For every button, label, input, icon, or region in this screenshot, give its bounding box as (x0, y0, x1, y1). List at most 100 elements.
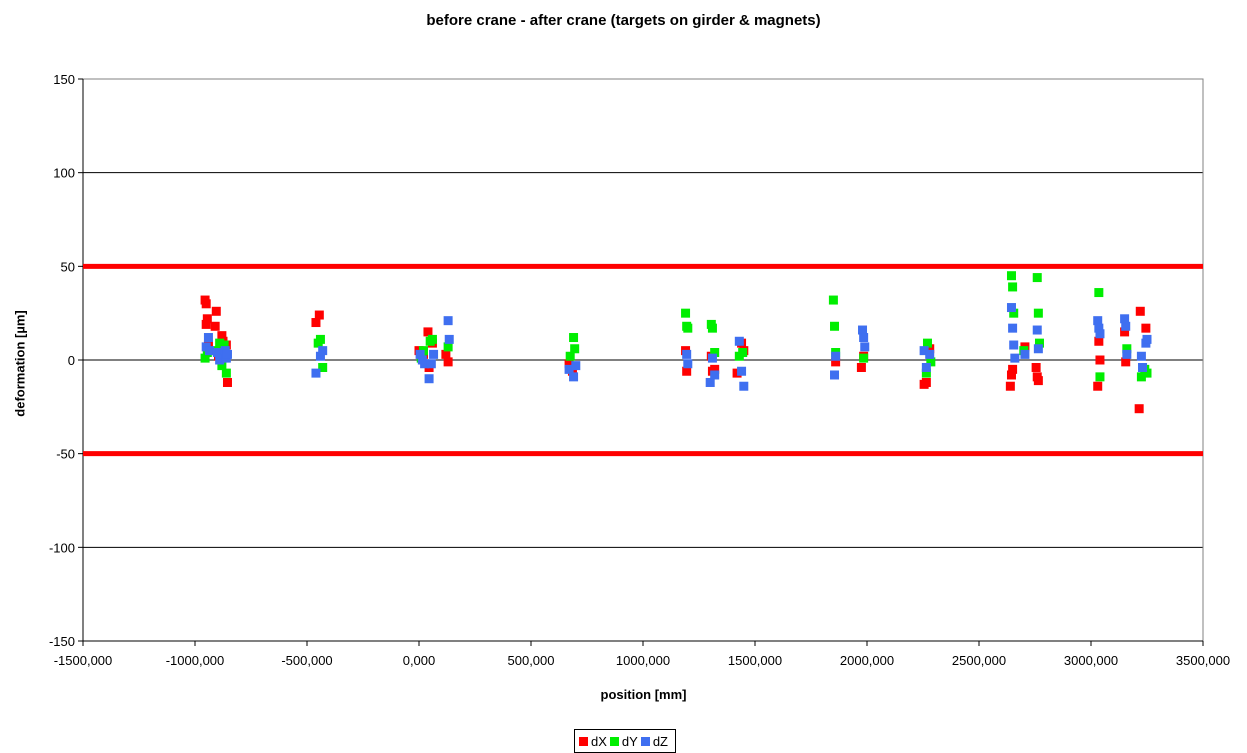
data-point-dz (569, 372, 579, 382)
data-point-dx (1135, 306, 1145, 316)
data-point-dz (859, 333, 869, 343)
data-point-dx (210, 321, 220, 331)
data-point-dy (828, 295, 838, 305)
data-point-dz (831, 351, 841, 361)
data-point-dx (1094, 336, 1104, 346)
data-point-dz (734, 336, 744, 346)
data-point-dz (222, 349, 232, 359)
data-point-dy (926, 357, 936, 367)
data-point-dx (311, 318, 321, 328)
data-point-dz (1009, 340, 1019, 350)
data-point-dy (565, 351, 575, 361)
x-tick-label: 500,000 (508, 653, 555, 668)
legend-item-dz: dZ (640, 734, 668, 749)
data-point-dy (221, 368, 231, 378)
data-point-dz (1032, 325, 1042, 335)
data-point-dx (1134, 404, 1144, 414)
data-point-dx (201, 299, 211, 309)
data-point-dz (203, 333, 213, 343)
data-point-dz (1121, 321, 1131, 331)
data-point-dz (830, 370, 840, 380)
y-tick-label: -150 (49, 634, 75, 649)
data-point-dz (705, 377, 715, 387)
data-point-dy (1095, 372, 1105, 382)
data-point-dx (1093, 381, 1103, 391)
data-point-dy (683, 323, 693, 333)
data-point-dz (739, 381, 749, 391)
data-point-dz (1008, 323, 1018, 333)
data-point-dz (1136, 351, 1146, 361)
axis-layer (78, 78, 1204, 646)
data-point-dx (1033, 376, 1043, 386)
data-point-dz (707, 353, 717, 363)
legend-item-dy: dY (609, 733, 638, 749)
y-axis-label: deformation [µm] (12, 310, 28, 417)
data-point-dy (315, 334, 325, 344)
chart-title: before crane - after crane (targets on g… (426, 12, 821, 29)
data-point-dz (1010, 353, 1020, 363)
data-point-dx (1005, 381, 1015, 391)
data-point-dx (710, 364, 720, 374)
tick-labels: -150 -100 -50 0 50 100 150 -1500,000 -1000,000 -5… (49, 72, 1230, 668)
data-point-dy (830, 321, 840, 331)
data-point-dz (571, 361, 581, 371)
data-point-dz (1120, 314, 1130, 324)
data-point-dx (314, 310, 324, 320)
data-point-dy (921, 368, 931, 378)
data-point-dz (860, 342, 870, 352)
data-point-dy (217, 361, 227, 371)
y-tick-label: 150 (53, 72, 75, 87)
data-point-dz (443, 316, 453, 326)
x-tick-label: 3000,000 (1064, 653, 1118, 668)
data-point-dz (1094, 323, 1104, 333)
x-tick-label: 2000,000 (840, 653, 894, 668)
x-tick-label: 1000,000 (616, 653, 670, 668)
data-point-dy (1034, 338, 1044, 348)
data-point-dx (423, 327, 433, 337)
data-point-dz (318, 346, 328, 356)
data-point-dz (1142, 334, 1152, 344)
data-point-dy (443, 342, 453, 352)
data-point-dy (922, 338, 932, 348)
data-point-dz (415, 349, 425, 359)
y-tick-label: 100 (53, 166, 75, 181)
x-tick-label: -1500,000 (54, 653, 113, 668)
data-point-dz (420, 359, 430, 369)
data-point-dz (858, 325, 868, 335)
data-point-dy (710, 348, 720, 358)
data-point-dz (212, 348, 222, 358)
data-point-dz (682, 349, 692, 359)
data-point-dy (707, 323, 717, 333)
data-point-dz (215, 355, 225, 365)
data-point-dy (1009, 308, 1019, 318)
data-point-dy (1122, 344, 1132, 354)
data-point-dz (311, 368, 321, 378)
data-point-dx (443, 357, 453, 367)
x-tick-label: 1500,000 (728, 653, 782, 668)
legend-label-dy: dY (621, 733, 638, 749)
data-point-dx (1095, 355, 1105, 365)
data-point-dx (441, 349, 451, 359)
data-point-dy (1142, 368, 1152, 378)
data-point-dz (564, 364, 574, 374)
x-axis-label: position [mm] (600, 687, 687, 702)
y-tick-label: -100 (49, 540, 75, 555)
legend-swatch-dy (609, 736, 619, 746)
x-tick-label: 2500,000 (952, 653, 1006, 668)
data-point-dx (1120, 327, 1130, 337)
data-point-dz (1122, 349, 1132, 359)
data-point-dx (564, 359, 574, 369)
data-point-dy (1136, 372, 1146, 382)
data-point-dz (1095, 329, 1105, 339)
data-point-dx (217, 331, 227, 341)
data-point-dx (1031, 362, 1041, 372)
data-point-dz (921, 362, 931, 372)
x-tick-label: 0,000 (403, 653, 436, 668)
data-point-dx (1006, 370, 1016, 380)
data-point-dx (211, 306, 221, 316)
data-point-dz (737, 366, 747, 376)
data-point-dy (1032, 273, 1042, 283)
data-point-dx (222, 377, 232, 387)
data-point-dz (429, 349, 439, 359)
